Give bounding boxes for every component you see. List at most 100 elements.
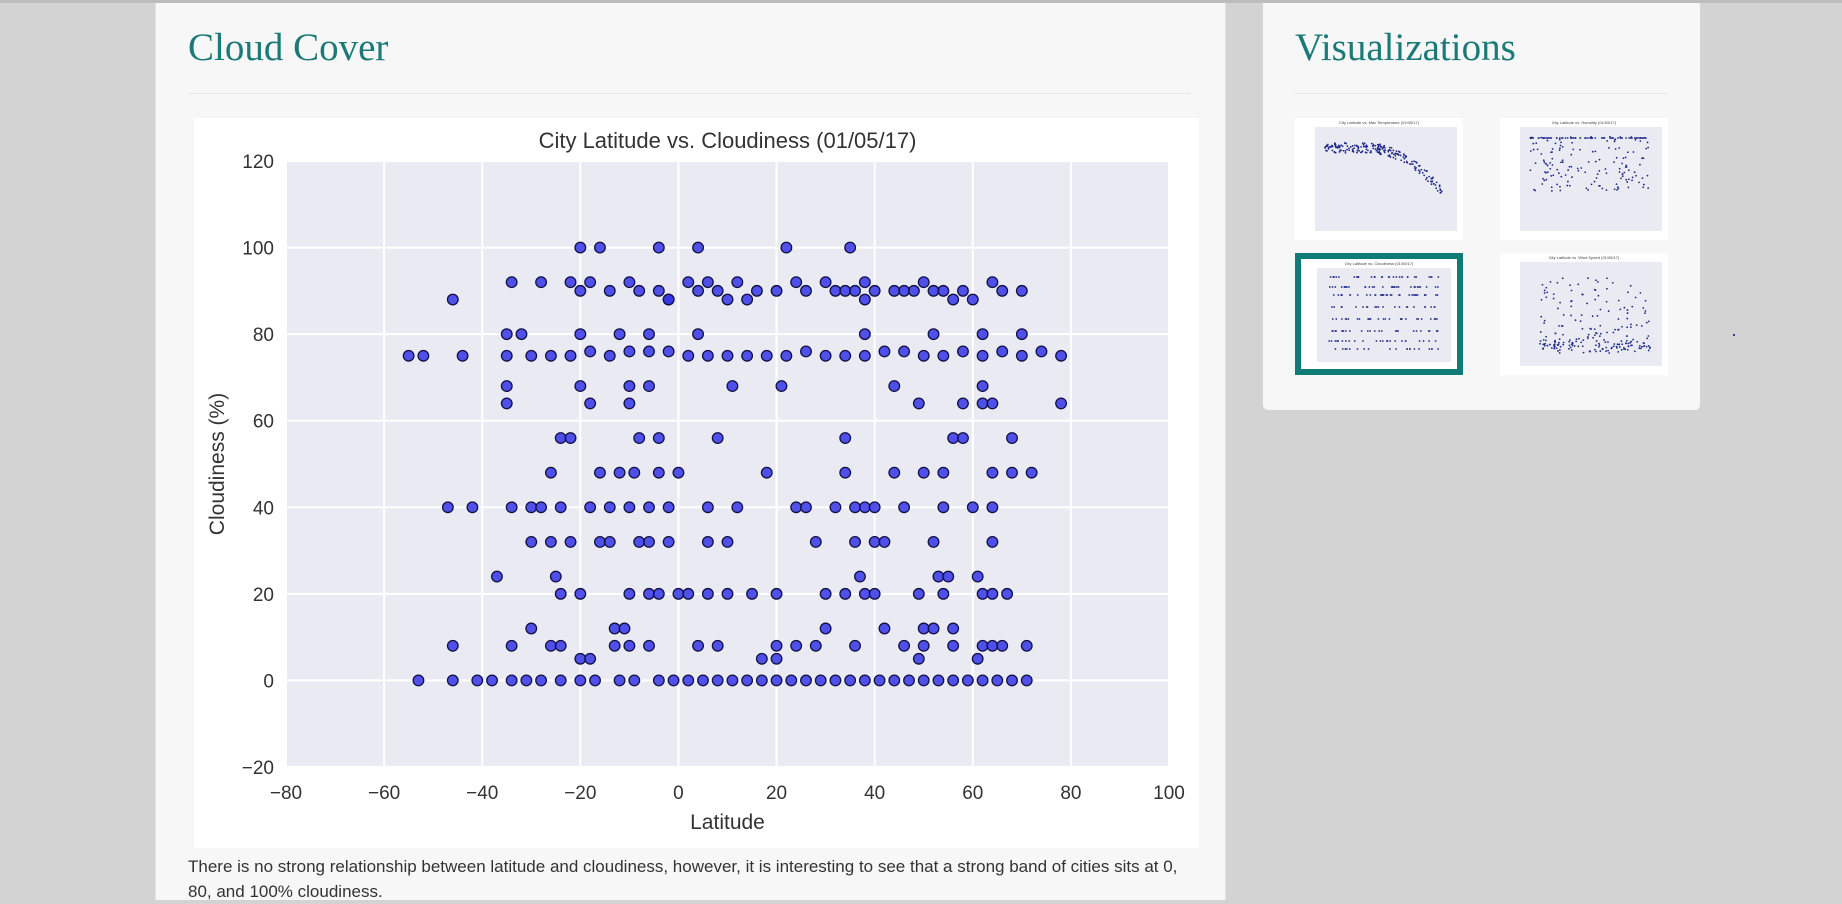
data-point <box>554 587 567 600</box>
thumbnail-point <box>1380 330 1383 332</box>
data-point <box>780 349 793 362</box>
data-point <box>839 432 852 444</box>
thumbnail-point <box>1334 348 1337 350</box>
thumbnail-point <box>1556 281 1559 284</box>
thumbnail-point <box>1618 346 1621 348</box>
thumbnail-point <box>1364 145 1366 148</box>
thumbnail-point <box>1562 341 1565 344</box>
x-tick-label: −40 <box>466 783 498 804</box>
data-point <box>682 587 695 600</box>
thumbnail-point <box>1403 161 1406 164</box>
thumbnail-point <box>1335 318 1338 320</box>
thumbnail-point <box>1379 152 1382 154</box>
data-point <box>917 466 930 479</box>
thumbnail-point <box>1568 344 1571 347</box>
thumbnail-point <box>1377 318 1380 320</box>
data-point <box>1006 466 1018 479</box>
data-point <box>741 674 754 687</box>
thumbnail-title: City Latitude vs. Cloudiness (01/05/17) <box>1345 261 1414 266</box>
thumbnail-point <box>1331 149 1334 152</box>
data-point <box>858 293 871 306</box>
thumbnail-cloudiness[interactable]: City Latitude vs. Cloudiness (01/05/17) <box>1295 253 1463 375</box>
thumbnail-point <box>1626 335 1628 337</box>
thumbnail-point <box>1632 338 1634 341</box>
thumbnail-point <box>1529 169 1532 172</box>
thumbnail-point <box>1644 299 1647 302</box>
thumbnail-point <box>1331 286 1334 288</box>
data-point <box>800 284 812 297</box>
data-point <box>535 674 548 687</box>
data-point <box>564 349 577 362</box>
data-point <box>594 466 606 479</box>
thumbnail-point <box>1641 157 1643 160</box>
thumbnail-point <box>1532 148 1535 151</box>
data-point <box>986 397 999 410</box>
thumbnail-point <box>1434 184 1437 186</box>
data-point <box>623 587 636 600</box>
thumbnail-point <box>1568 339 1571 341</box>
data-point <box>888 674 901 687</box>
thumbnail-wind-speed[interactable]: City Latitude vs. Wind Speed (01/05/17) <box>1500 253 1668 375</box>
thumbnail-point <box>1623 171 1626 174</box>
thumbnail-point <box>1403 157 1406 160</box>
scatter-plot-svg: −80 −60 −40 −20 0 20 40 60 80 100 −20 0 20 40 60 80 100 1… <box>206 128 1185 834</box>
thumbnail-point <box>1325 144 1328 147</box>
data-point <box>917 639 930 652</box>
thumbnail-point <box>1645 345 1648 348</box>
data-point <box>628 674 641 687</box>
thumbnail-point <box>1635 174 1637 177</box>
thumbnail-point <box>1605 189 1608 192</box>
thumbnail-point <box>1353 340 1356 342</box>
y-tick-label: 60 <box>253 412 274 433</box>
thumbnail-point <box>1546 137 1549 139</box>
thumbnail-point <box>1569 346 1572 349</box>
data-point <box>701 501 714 514</box>
data-point <box>466 501 479 514</box>
thumbnail-point <box>1619 137 1622 139</box>
x-tick-label: −60 <box>368 783 400 804</box>
thumbnail-point <box>1614 148 1617 150</box>
thumbnail-point <box>1411 294 1414 296</box>
y-tick-label: 80 <box>253 325 274 346</box>
data-point <box>500 380 513 393</box>
thumbnail-point <box>1554 341 1557 343</box>
thumbnail-point <box>1561 277 1564 280</box>
data-point <box>643 345 655 358</box>
thumbnail-point <box>1377 148 1380 151</box>
thumbnail-point <box>1571 141 1574 144</box>
thumbnail-point <box>1626 309 1629 311</box>
thumbnail-point <box>1613 188 1616 191</box>
data-point <box>643 501 655 514</box>
thumbnail-point <box>1327 143 1329 146</box>
thumbnail-point <box>1366 330 1369 332</box>
data-point <box>839 587 852 600</box>
thumbnail-point <box>1556 168 1559 171</box>
data-point <box>957 432 969 444</box>
thumbnail-max-temperature[interactable]: City Latitude vs. Max Temperature (01/05… <box>1295 118 1463 240</box>
thumbnail-point <box>1435 187 1438 190</box>
thumbnail-humidity[interactable]: City Latitude vs. Humidity (01/05/17) <box>1500 118 1668 240</box>
thumbnail-point <box>1627 186 1630 189</box>
thumbnail-point <box>1367 348 1370 350</box>
thumbnail-point <box>1333 143 1336 146</box>
x-tick-label: 0 <box>673 783 684 804</box>
thumbnail-point <box>1607 310 1610 312</box>
thumbnail-point <box>1599 324 1602 327</box>
thumbnail-point <box>1620 348 1623 351</box>
thumbnail-point <box>1580 314 1583 317</box>
data-point <box>633 432 646 444</box>
thumbnail-point <box>1420 318 1423 320</box>
thumbnail-point <box>1595 350 1598 353</box>
data-point <box>721 349 734 362</box>
thumbnail-point <box>1328 340 1331 342</box>
data-point <box>873 674 886 687</box>
thumbnail-point <box>1334 340 1337 342</box>
data-point <box>525 535 538 548</box>
thumbnail-point <box>1532 137 1535 139</box>
thumbnail-point <box>1567 347 1570 350</box>
thumbnail-point <box>1415 161 1418 164</box>
thumbnail-point <box>1348 348 1351 350</box>
thumbnail-point <box>1600 137 1603 139</box>
thumbnail-point <box>1397 286 1400 288</box>
thumbnail-point <box>1417 169 1420 172</box>
